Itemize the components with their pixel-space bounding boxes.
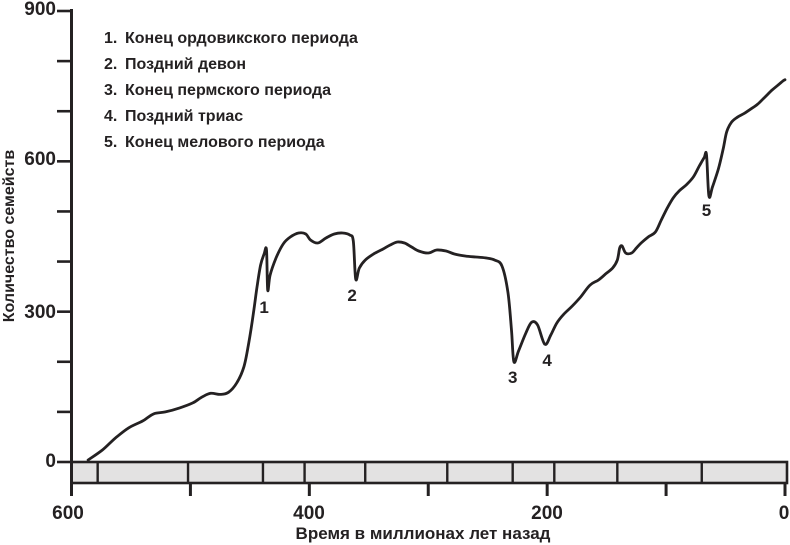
legend-item-number: 3. — [104, 82, 118, 99]
legend-item-5: 5. Конец мелового периода — [104, 130, 358, 156]
x-tick-label-0: 0 — [778, 503, 790, 524]
y-tick-label-300: 300 — [24, 302, 56, 323]
legend-item-number: 2. — [104, 56, 118, 73]
extinction-marker-2: 2 — [347, 286, 357, 306]
legend-item-number: 1. — [104, 30, 118, 47]
legend-item-4: 4. Поздний триас — [104, 104, 358, 130]
families-curve — [86, 78, 787, 462]
legend-item-label: Поздний девон — [125, 56, 247, 73]
y-tick-label-600: 600 — [24, 149, 56, 170]
legend-item-label: Конец ордовикского периода — [125, 30, 358, 47]
extinction-marker-1: 1 — [259, 298, 269, 318]
legend-item-1: 1. Конец ордовикского периода — [104, 26, 358, 52]
legend: 1. Конец ордовикского периода 2. Поздний… — [104, 26, 358, 156]
extinction-marker-3: 3 — [507, 367, 518, 387]
legend-item-label: Поздний триас — [125, 108, 244, 125]
legend-item-2: 2. Поздний девон — [104, 52, 358, 78]
x-axis-title: Время в миллионах лет назад — [295, 524, 551, 543]
legend-item-number: 4. — [104, 108, 118, 125]
legend-item-label: Конец пермского периода — [125, 82, 332, 99]
legend-item-number: 5. — [104, 134, 118, 151]
geologic-period-strip — [70, 460, 789, 485]
y-tick-label-900: 900 — [24, 0, 56, 20]
legend-item-label: Конец мелового периода — [125, 134, 325, 151]
x-tick-label-400: 400 — [293, 503, 325, 524]
x-tick-label-200: 200 — [531, 503, 563, 524]
legend-item-3: 3. Конец пермского периода — [104, 78, 358, 104]
extinction-marker-5: 5 — [701, 200, 712, 220]
extinction-marker-4: 4 — [542, 350, 552, 370]
y-tick-label-0: 0 — [45, 451, 56, 472]
x-tick-label-600: 600 — [52, 503, 84, 524]
